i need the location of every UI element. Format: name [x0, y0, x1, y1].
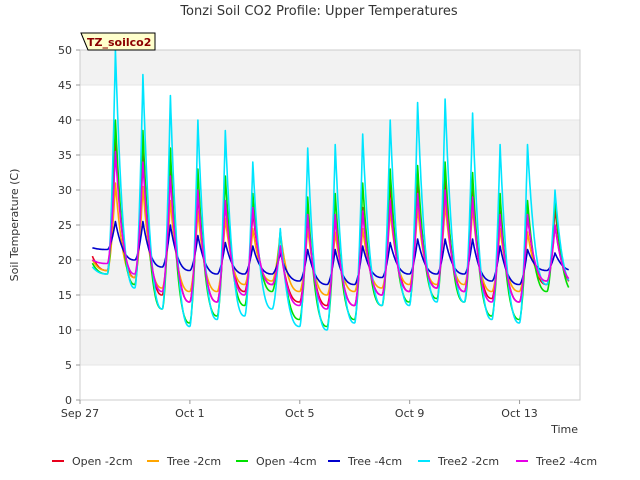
- y-tick-label: 25: [58, 219, 72, 232]
- x-tick-label: Oct 13: [501, 407, 538, 420]
- x-tick-label: Oct 9: [395, 407, 425, 420]
- grid-band: [80, 190, 580, 225]
- y-tick-label: 20: [58, 254, 72, 267]
- legend-label: Tree2 -2cm: [437, 455, 499, 468]
- y-tick-label: 10: [58, 324, 72, 337]
- y-tick-label: 40: [58, 114, 72, 127]
- legend-label: Open -2cm: [72, 455, 133, 468]
- legend: Open -2cm Tree -2cm Open -4cm Tree -4cm Tree…: [52, 455, 597, 468]
- series-lines: [91, 49, 570, 331]
- x-axis-label: Time: [550, 423, 578, 436]
- x-tick-label: Oct 1: [175, 407, 205, 420]
- site-tag-text: TZ_soilco2: [87, 36, 151, 49]
- grid-band: [80, 120, 580, 155]
- y-tick-label: 15: [58, 289, 72, 302]
- chart-title: Tonzi Soil CO2 Profile: Upper Temperatur…: [179, 4, 458, 19]
- y-axis-ticks: 0 5 10 15 20 25 30 35 40 45 50: [58, 44, 80, 407]
- y-tick-label: 0: [65, 394, 72, 407]
- grid-band: [80, 330, 580, 365]
- y-tick-label: 35: [58, 149, 72, 162]
- site-tag-box: [80, 32, 156, 51]
- y-tick-label: 45: [58, 79, 72, 92]
- x-axis-ticks: Sep 27 Oct 1 Oct 5 Oct 9 Oct 13: [61, 400, 538, 420]
- y-tick-label: 50: [58, 44, 72, 57]
- legend-label: Tree -4cm: [347, 455, 402, 468]
- y-axis-label: Soil Temperature (C): [8, 169, 21, 282]
- x-tick-label: Sep 27: [61, 407, 99, 420]
- legend-label: Tree2 -4cm: [535, 455, 597, 468]
- x-tick-label: Oct 5: [285, 407, 315, 420]
- y-tick-label: 30: [58, 184, 72, 197]
- legend-label: Tree -2cm: [166, 455, 221, 468]
- y-tick-label: 5: [65, 359, 72, 372]
- site-tag: TZ_soilco2: [80, 32, 156, 51]
- legend-label: Open -4cm: [256, 455, 317, 468]
- series-line: [91, 150, 570, 310]
- grid-band: [80, 50, 580, 85]
